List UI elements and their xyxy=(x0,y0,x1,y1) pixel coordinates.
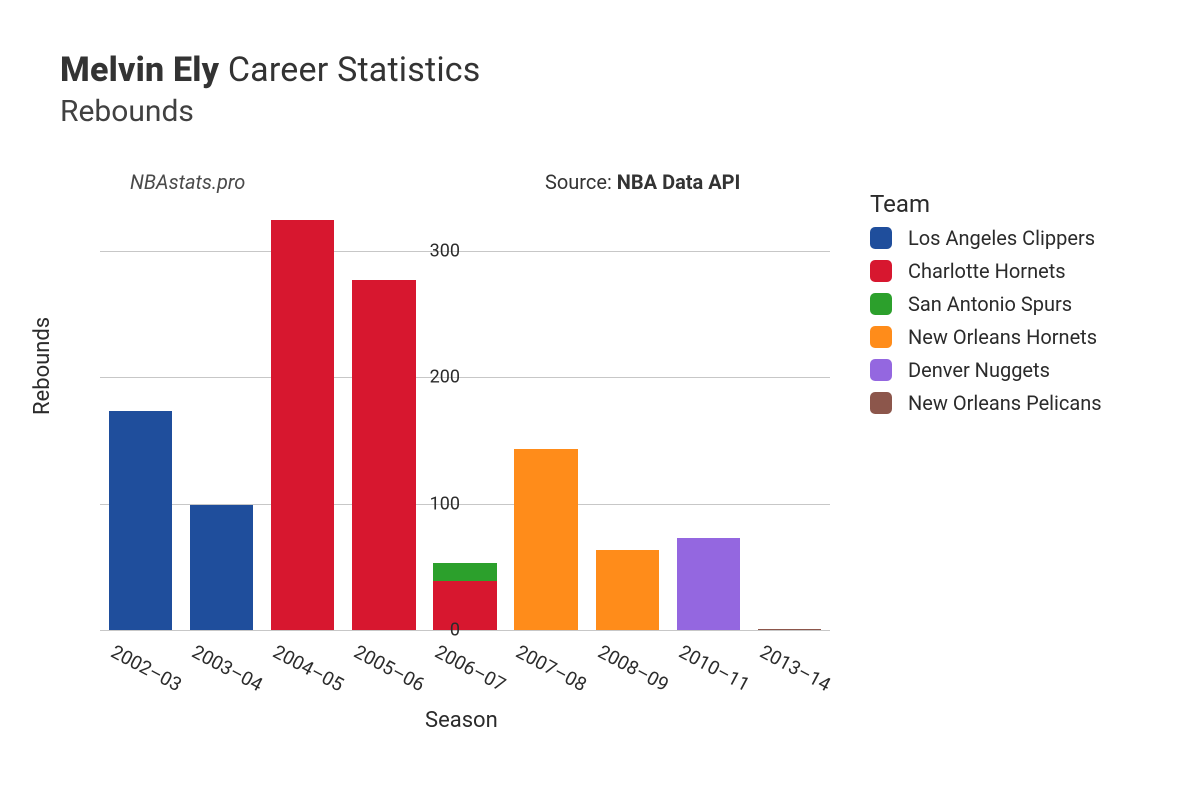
legend-swatch xyxy=(870,359,892,381)
source-label: Source: xyxy=(545,170,617,194)
x-tick-label: 2007–08 xyxy=(513,640,591,696)
bar-segment xyxy=(271,220,334,630)
y-tick-label: 0 xyxy=(450,620,460,641)
bar xyxy=(758,200,821,630)
legend-item: San Antonio Spurs xyxy=(870,292,1102,316)
legend: Team Los Angeles Clippers Charlotte Horne… xyxy=(870,190,1102,424)
legend-title: Team xyxy=(870,190,1102,218)
legend-label: New Orleans Hornets xyxy=(908,325,1097,349)
bar-segment xyxy=(433,581,496,630)
player-name: Melvin Ely xyxy=(60,50,219,90)
x-tick-label: 2006–07 xyxy=(431,640,509,696)
bar-segment xyxy=(352,280,415,630)
chart-title-block: Melvin Ely Career Statistics Rebounds xyxy=(60,50,481,129)
chart-plot-area xyxy=(100,200,830,630)
bar-segment xyxy=(677,538,740,630)
bar xyxy=(190,200,253,630)
bar-segment xyxy=(190,505,253,630)
gridline xyxy=(100,630,830,631)
legend-label: Los Angeles Clippers xyxy=(908,226,1095,250)
chart-title-line1: Melvin Ely Career Statistics xyxy=(60,50,481,90)
watermark-text: NBAstats.pro xyxy=(130,170,245,194)
bar xyxy=(271,200,334,630)
y-tick-label: 100 xyxy=(430,493,460,514)
x-tick-label: 2002–03 xyxy=(107,640,185,696)
x-tick-label: 2008–09 xyxy=(594,640,672,696)
legend-swatch xyxy=(870,326,892,348)
legend-swatch xyxy=(870,392,892,414)
legend-item: Denver Nuggets xyxy=(870,358,1102,382)
bar-segment xyxy=(433,563,496,581)
legend-label: New Orleans Pelicans xyxy=(908,391,1102,415)
x-tick-label: 2003–04 xyxy=(188,640,266,696)
x-tick-label: 2013–14 xyxy=(756,640,834,696)
legend-label: San Antonio Spurs xyxy=(908,292,1072,316)
bar-segment xyxy=(596,550,659,630)
source-value: NBA Data API xyxy=(617,170,741,194)
bar xyxy=(109,200,172,630)
x-tick-label: 2005–06 xyxy=(350,640,428,696)
bar xyxy=(352,200,415,630)
legend-swatch xyxy=(870,260,892,282)
legend-item: Charlotte Hornets xyxy=(870,259,1102,283)
legend-item: Los Angeles Clippers xyxy=(870,226,1102,250)
y-tick-label: 300 xyxy=(430,240,460,261)
chart-subtitle: Rebounds xyxy=(60,94,481,129)
legend-label: Denver Nuggets xyxy=(908,358,1050,382)
legend-item: New Orleans Hornets xyxy=(870,325,1102,349)
bar-segment xyxy=(109,411,172,630)
bar xyxy=(596,200,659,630)
legend-swatch xyxy=(870,293,892,315)
legend-item: New Orleans Pelicans xyxy=(870,391,1102,415)
bar-segment xyxy=(758,629,821,630)
x-axis-title: Season xyxy=(425,708,498,733)
x-tick-label: 2010–11 xyxy=(675,640,753,696)
x-tick-label: 2004–05 xyxy=(269,640,347,696)
bar-segment xyxy=(514,449,577,630)
bar xyxy=(514,200,577,630)
y-axis-title: Rebounds xyxy=(30,317,55,415)
source-attribution: Source: NBA Data API xyxy=(545,170,740,194)
bar xyxy=(433,200,496,630)
legend-swatch xyxy=(870,227,892,249)
legend-label: Charlotte Hornets xyxy=(908,259,1066,283)
bar xyxy=(677,200,740,630)
y-tick-label: 200 xyxy=(430,367,460,388)
title-suffix: Career Statistics xyxy=(228,50,481,90)
